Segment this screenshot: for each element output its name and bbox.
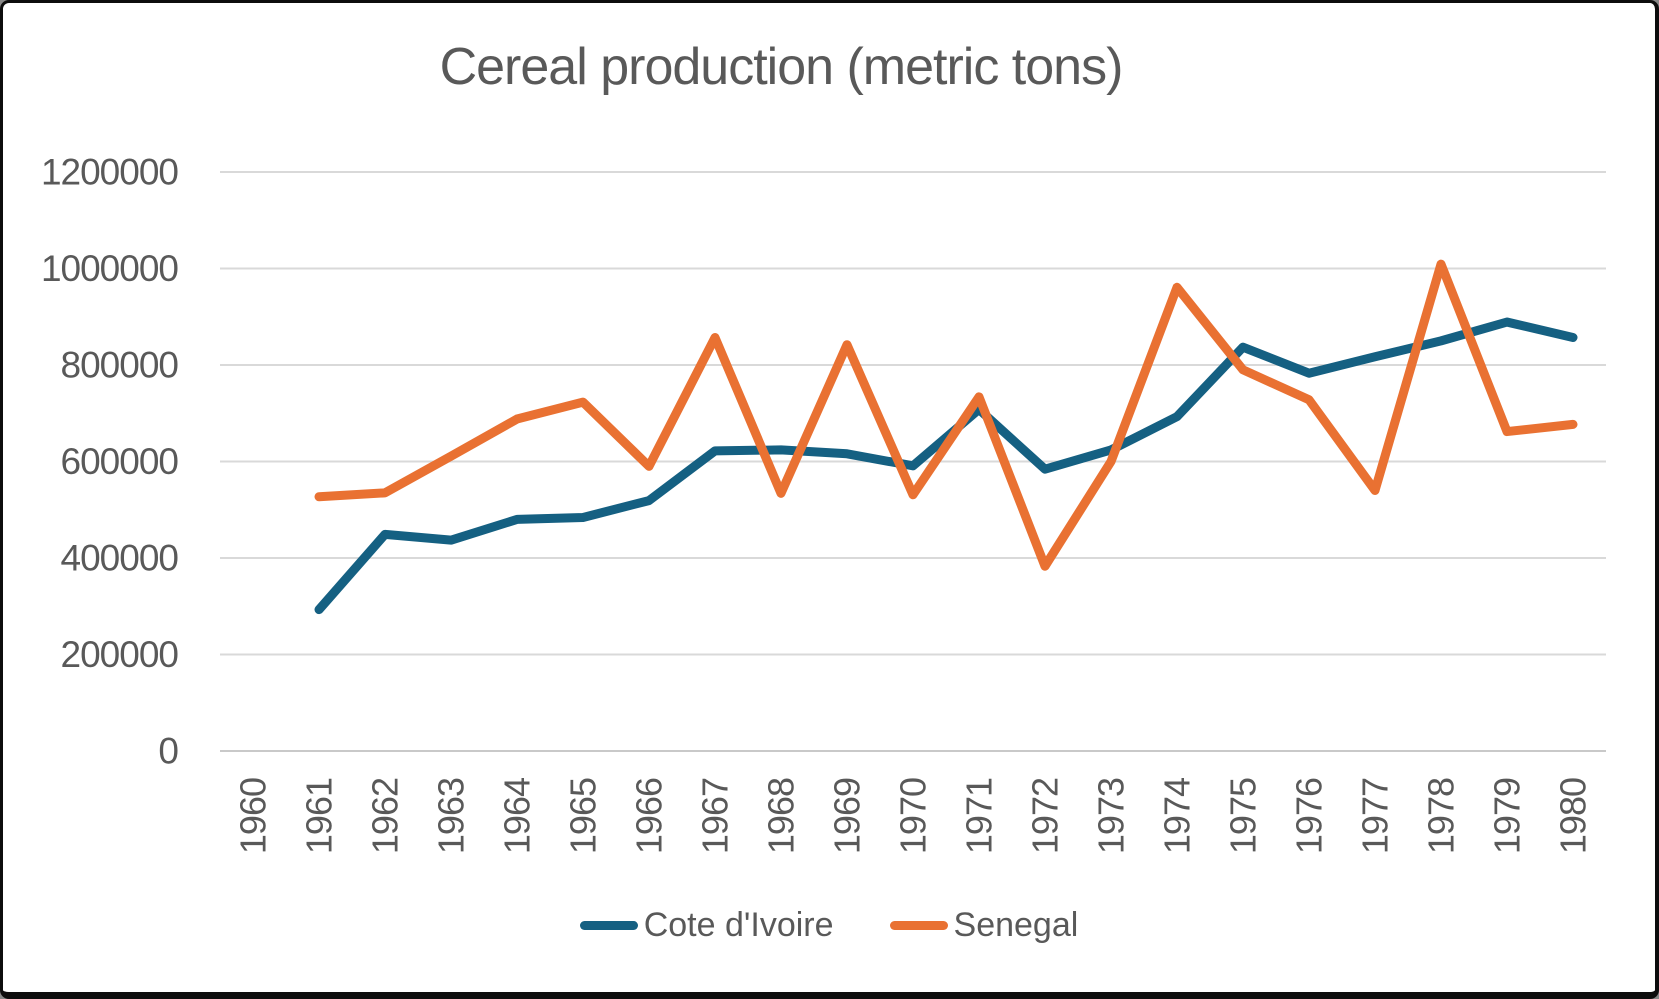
x-tick-label: 1960 [233, 778, 274, 854]
x-tick-label: 1965 [563, 778, 604, 854]
x-tick-label: 1963 [431, 778, 472, 854]
series-line-1 [314, 259, 1578, 571]
x-tick-label: 1969 [827, 778, 868, 854]
plot-area: 0 200000 400000 600000 800000 1000000 1200000 1… [41, 152, 1606, 854]
legend-swatch-cote-divoire [579, 921, 638, 930]
series-line-0 [314, 317, 1578, 615]
x-tick-label: 1978 [1421, 778, 1462, 854]
x-tick-label: 1972 [1025, 778, 1066, 854]
x-tick-label: 1980 [1553, 778, 1594, 854]
x-tick-label: 1966 [629, 778, 670, 854]
x-tick-label: 1962 [365, 778, 406, 854]
x-tick-label: 1974 [1157, 778, 1198, 854]
legend: Cote d'Ivoire Senegal [3, 906, 1655, 945]
x-tick-label: 1970 [893, 778, 934, 854]
x-tick-label: 1975 [1223, 778, 1264, 854]
legend-item-senegal: Senegal [889, 906, 1079, 945]
legend-swatch-senegal [889, 921, 948, 930]
y-tick-label: 200000 [61, 634, 179, 675]
legend-label-cote-divoire: Cote d'Ivoire [643, 906, 834, 944]
x-tick-label: 1976 [1289, 778, 1330, 854]
x-tick-label: 1964 [497, 778, 538, 854]
x-tick-label: 1971 [959, 778, 1000, 854]
x-tick-label: 1968 [761, 778, 802, 854]
y-tick-label: 1000000 [41, 248, 178, 289]
chart-title: Cereal production (metric tons) [439, 38, 1124, 96]
x-tick-label: 1961 [299, 778, 340, 854]
y-tick-label: 600000 [61, 441, 179, 482]
y-tick-label: 1200000 [41, 152, 178, 193]
y-tick-label: 800000 [61, 345, 179, 386]
x-tick-label: 1979 [1487, 778, 1528, 854]
x-tick-label: 1967 [695, 778, 736, 854]
x-tick-label: 1977 [1355, 778, 1396, 854]
x-tick-label: 1973 [1091, 778, 1132, 854]
y-tick-label: 0 [158, 731, 178, 772]
legend-item-cote-divoire: Cote d'Ivoire [579, 906, 834, 945]
y-tick-label: 400000 [61, 538, 179, 579]
legend-label-senegal: Senegal [953, 906, 1079, 944]
